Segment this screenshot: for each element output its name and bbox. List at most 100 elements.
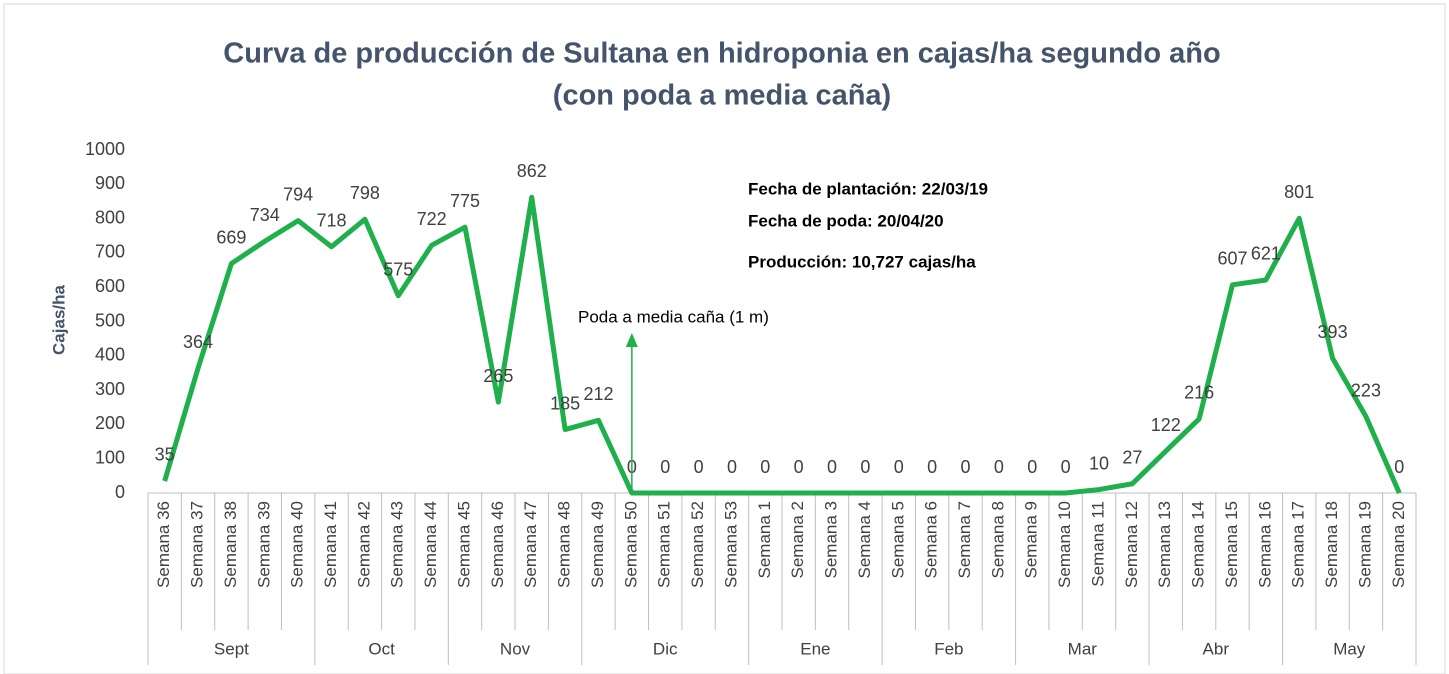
x-tick-label: Semana 19 bbox=[1355, 501, 1374, 588]
x-tick-label: Semana 16 bbox=[1255, 501, 1274, 588]
data-label: 0 bbox=[927, 457, 937, 477]
x-tick-label: Semana 20 bbox=[1389, 501, 1408, 588]
x-tick-label: Semana 49 bbox=[588, 501, 607, 588]
x-tick-label: Semana 17 bbox=[1289, 501, 1308, 588]
x-tick-label: Semana 1 bbox=[755, 501, 774, 579]
x-tick-label: Semana 48 bbox=[555, 501, 574, 588]
data-label: 775 bbox=[450, 191, 480, 211]
y-tick-label: 900 bbox=[95, 173, 125, 193]
data-label: 801 bbox=[1284, 182, 1314, 202]
x-tick-label: Semana 15 bbox=[1222, 501, 1241, 588]
group-label: Oct bbox=[368, 639, 395, 658]
data-label: 0 bbox=[1027, 457, 1037, 477]
annotation: Fecha de plantación: 22/03/19 bbox=[748, 179, 988, 198]
x-tick-label: Semana 41 bbox=[321, 501, 340, 588]
annotation-arrowhead bbox=[625, 333, 638, 347]
data-label: 722 bbox=[417, 209, 447, 229]
x-tick-label: Semana 45 bbox=[454, 501, 473, 588]
x-tick-label: Semana 36 bbox=[154, 501, 173, 588]
y-tick-label: 1000 bbox=[85, 139, 125, 159]
x-tick-label: Semana 42 bbox=[354, 501, 373, 588]
y-tick-label: 300 bbox=[95, 379, 125, 399]
data-label: 798 bbox=[350, 183, 380, 203]
x-tick-label: Semana 53 bbox=[721, 501, 740, 588]
x-tick-label: Semana 51 bbox=[655, 501, 674, 588]
data-label: 0 bbox=[794, 457, 804, 477]
annotation: Fecha de poda: 20/04/20 bbox=[748, 211, 944, 230]
data-label: 0 bbox=[961, 457, 971, 477]
x-tick-label: Semana 12 bbox=[1122, 501, 1141, 588]
x-tick-label: Semana 9 bbox=[1022, 501, 1041, 579]
x-tick-label: Semana 38 bbox=[221, 501, 240, 588]
data-label: 0 bbox=[694, 457, 704, 477]
data-label: 212 bbox=[583, 384, 613, 404]
data-label: 0 bbox=[660, 457, 670, 477]
y-tick-label: 600 bbox=[95, 276, 125, 296]
x-tick-label: Semana 47 bbox=[521, 501, 540, 588]
x-tick-label: Semana 13 bbox=[1155, 501, 1174, 588]
data-label: 185 bbox=[550, 393, 580, 413]
x-tick-label: Semana 8 bbox=[988, 501, 1007, 579]
data-label: 734 bbox=[250, 205, 280, 225]
y-tick-label: 0 bbox=[115, 482, 125, 502]
data-label: 265 bbox=[483, 366, 513, 386]
y-tick-label: 500 bbox=[95, 310, 125, 330]
data-label: 393 bbox=[1318, 322, 1348, 342]
data-label: 862 bbox=[517, 161, 547, 181]
data-label: 0 bbox=[894, 457, 904, 477]
data-label: 0 bbox=[1061, 457, 1071, 477]
data-label: 718 bbox=[317, 210, 347, 230]
x-tick-label: Semana 6 bbox=[922, 501, 941, 579]
data-label: 27 bbox=[1122, 447, 1142, 467]
group-label: Ene bbox=[800, 639, 830, 658]
data-label: 794 bbox=[283, 184, 313, 204]
group-label: Abr bbox=[1203, 639, 1230, 658]
x-tick-label: Semana 5 bbox=[888, 501, 907, 579]
group-label: Sept bbox=[214, 639, 249, 658]
y-tick-label: 700 bbox=[95, 242, 125, 262]
data-label: 669 bbox=[216, 227, 246, 247]
x-tick-label: Semana 43 bbox=[388, 501, 407, 588]
y-axis-label: Cajas/ha bbox=[49, 284, 68, 354]
group-label: May bbox=[1333, 639, 1366, 658]
x-tick-label: Semana 50 bbox=[621, 501, 640, 588]
data-label: 10 bbox=[1089, 453, 1109, 473]
x-tick-label: Semana 14 bbox=[1189, 501, 1208, 588]
x-tick-label: Semana 11 bbox=[1088, 501, 1107, 587]
chart-title: Curva de producción de Sultana en hidrop… bbox=[223, 38, 1220, 70]
x-tick-label: Semana 37 bbox=[188, 501, 207, 588]
data-label: 607 bbox=[1217, 249, 1247, 269]
x-tick-label: Semana 46 bbox=[488, 501, 507, 588]
data-line bbox=[162, 194, 1402, 496]
x-tick-label: Semana 7 bbox=[955, 501, 974, 579]
data-label: 0 bbox=[1394, 457, 1404, 477]
data-label: 223 bbox=[1351, 380, 1381, 400]
group-label: Mar bbox=[1068, 639, 1098, 658]
y-tick-label: 200 bbox=[95, 413, 125, 433]
data-label: 35 bbox=[155, 445, 175, 465]
x-tick-label: Semana 39 bbox=[254, 501, 273, 588]
x-tick-label: Semana 52 bbox=[688, 501, 707, 588]
annotation: Poda a media caña (1 m) bbox=[578, 307, 769, 326]
data-label: 0 bbox=[760, 457, 770, 477]
data-label: 216 bbox=[1184, 383, 1214, 403]
data-label: 0 bbox=[827, 457, 837, 477]
x-tick-label: Semana 44 bbox=[421, 501, 440, 588]
x-tick-label: Semana 2 bbox=[788, 501, 807, 579]
x-tick-label: Semana 3 bbox=[822, 501, 841, 579]
x-tick-label: Semana 4 bbox=[855, 501, 874, 579]
y-tick-label: 100 bbox=[95, 447, 125, 467]
x-tick-label: Semana 10 bbox=[1055, 501, 1074, 588]
data-label: 621 bbox=[1251, 244, 1281, 264]
data-label: 364 bbox=[183, 332, 213, 352]
x-tick-label: Semana 18 bbox=[1322, 501, 1341, 588]
data-label: 575 bbox=[383, 260, 413, 280]
data-label: 0 bbox=[727, 457, 737, 477]
y-tick-label: 400 bbox=[95, 345, 125, 365]
y-tick-label: 800 bbox=[95, 207, 125, 227]
group-label: Dic bbox=[653, 639, 678, 658]
data-label: 0 bbox=[994, 457, 1004, 477]
group-label: Nov bbox=[500, 639, 531, 658]
data-label: 122 bbox=[1151, 415, 1181, 435]
